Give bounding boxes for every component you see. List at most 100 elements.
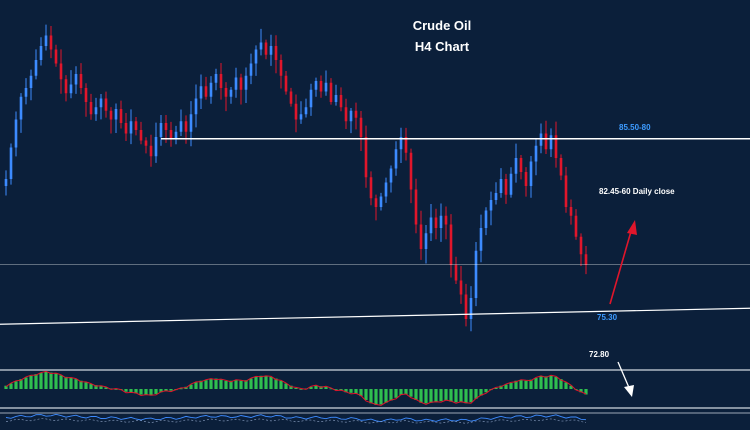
candle-body bbox=[439, 215, 443, 228]
macd-histogram-bar bbox=[459, 389, 463, 403]
upward-arrowhead bbox=[627, 220, 637, 235]
macd-histogram-bar bbox=[539, 376, 543, 389]
candle-body bbox=[364, 137, 368, 178]
arrows-layer bbox=[609, 220, 637, 397]
macd-histogram-bar bbox=[99, 386, 103, 389]
candle-body bbox=[369, 177, 373, 199]
candle-body bbox=[234, 77, 238, 90]
candle-body bbox=[529, 161, 533, 186]
candle-body bbox=[49, 35, 53, 50]
candle-body bbox=[304, 107, 308, 115]
candle-body bbox=[469, 298, 473, 319]
candle-body bbox=[34, 60, 38, 76]
candle-body bbox=[314, 81, 318, 90]
candle-body bbox=[414, 189, 418, 225]
macd-histogram-bar bbox=[419, 389, 423, 403]
macd-histogram-bar bbox=[414, 389, 418, 400]
macd-histogram-bar bbox=[14, 381, 18, 389]
candle-body bbox=[69, 84, 73, 94]
candle-body bbox=[384, 182, 388, 197]
macd-histogram-bar bbox=[349, 389, 353, 393]
oscillator-panel bbox=[0, 412, 750, 424]
macd-histogram-bar bbox=[269, 376, 273, 389]
candle-body bbox=[344, 107, 348, 122]
candle-body bbox=[289, 91, 293, 104]
downward-arrow bbox=[617, 361, 631, 391]
macd-histogram-bar bbox=[394, 389, 398, 398]
candle-body bbox=[224, 88, 228, 97]
macd-histogram-bar bbox=[249, 378, 253, 389]
macd-histogram-bar bbox=[169, 389, 173, 391]
candle-body bbox=[244, 75, 248, 90]
candle-body bbox=[144, 140, 148, 146]
macd-histogram-bar bbox=[354, 389, 358, 394]
candle-body bbox=[464, 294, 468, 319]
candle-body bbox=[554, 135, 558, 158]
macd-histogram-bar bbox=[314, 385, 318, 389]
macd-histogram-bar bbox=[504, 384, 508, 389]
macd-histogram-bar bbox=[164, 389, 168, 392]
macd-histogram-bar bbox=[534, 378, 538, 389]
candle-body bbox=[504, 179, 508, 195]
candle-body bbox=[579, 236, 583, 255]
candle-body bbox=[249, 63, 253, 76]
macd-histogram-bar bbox=[494, 387, 498, 389]
candle-body bbox=[174, 131, 178, 139]
candle-body bbox=[519, 158, 523, 172]
candle-body bbox=[39, 46, 43, 60]
candle-body bbox=[114, 109, 118, 120]
macd-histogram-bar bbox=[34, 374, 38, 389]
macd-histogram-bar bbox=[569, 385, 573, 389]
candle-body bbox=[44, 35, 48, 46]
macd-histogram-bar bbox=[309, 386, 313, 389]
chart-title: Crude Oil bbox=[412, 18, 472, 33]
current-price-label: 75.30 bbox=[597, 313, 618, 322]
macd-histogram-bar bbox=[499, 385, 503, 389]
macd-histogram-bar bbox=[474, 389, 478, 399]
candle-body bbox=[89, 102, 93, 115]
candle-body bbox=[4, 179, 8, 186]
levels-layer bbox=[0, 138, 750, 325]
candle-body bbox=[459, 280, 463, 295]
candle-body bbox=[14, 119, 18, 148]
candle-body bbox=[239, 77, 243, 90]
candle-body bbox=[139, 130, 143, 141]
candle-body bbox=[339, 95, 343, 108]
macd-histogram-bar bbox=[529, 379, 533, 389]
candle-body bbox=[124, 123, 128, 134]
macd-histogram-bar bbox=[559, 379, 563, 389]
support-trendline bbox=[0, 307, 750, 325]
candle-body bbox=[119, 109, 123, 123]
chart-subtitle: H4 Chart bbox=[414, 39, 470, 54]
macd-histogram-bar bbox=[294, 387, 298, 389]
macd-histogram-bar bbox=[229, 380, 233, 389]
macd-histogram-bar bbox=[289, 385, 293, 389]
macd-histogram-bar bbox=[514, 380, 518, 389]
candle-body bbox=[219, 74, 223, 88]
macd-histogram-bar bbox=[59, 375, 63, 389]
macd-histogram-bar bbox=[259, 375, 263, 389]
macd-histogram-bar bbox=[9, 383, 13, 389]
macd-histogram-bar bbox=[94, 385, 98, 389]
candle-body bbox=[434, 217, 438, 228]
macd-histogram-bar bbox=[584, 389, 588, 395]
candle-body bbox=[354, 110, 358, 118]
macd-histogram-bar bbox=[399, 389, 403, 396]
macd-histogram-bar bbox=[279, 380, 283, 389]
candle-body bbox=[509, 173, 513, 195]
macd-histogram-bar bbox=[384, 389, 388, 403]
macd-histogram-bar bbox=[369, 389, 373, 404]
macd-histogram-bar bbox=[579, 389, 583, 393]
macd-histogram-bar bbox=[49, 372, 53, 389]
candle-body bbox=[479, 228, 483, 251]
macd-histogram-bar bbox=[134, 389, 138, 394]
candle-body bbox=[259, 42, 263, 50]
macd-histogram-bar bbox=[69, 378, 73, 389]
candle-body bbox=[154, 137, 158, 157]
macd-histogram-bar bbox=[104, 387, 108, 389]
candle-body bbox=[499, 179, 503, 193]
macd-histogram-bar bbox=[209, 379, 213, 389]
resistance-label: 82.45-60 Daily close bbox=[599, 187, 675, 196]
candle-body bbox=[99, 98, 103, 108]
candle-body bbox=[404, 137, 408, 153]
